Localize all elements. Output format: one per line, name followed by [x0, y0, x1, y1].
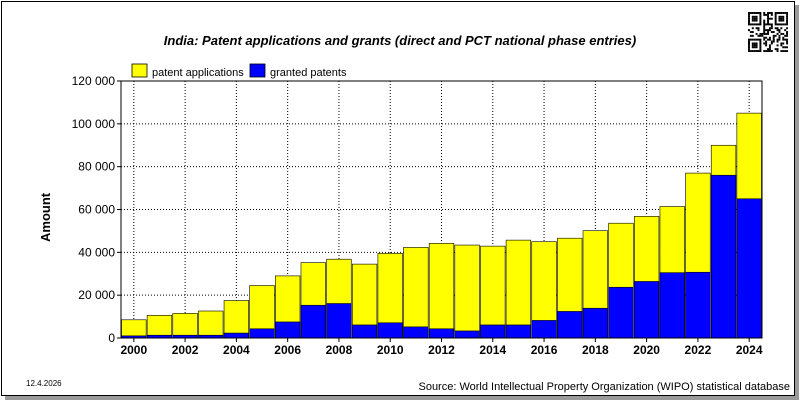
x-tick-label: 2014: [479, 343, 506, 357]
x-tick-label: 2008: [326, 343, 353, 357]
y-tick-label: 120 000: [72, 74, 116, 88]
x-tick-label: 2002: [172, 343, 199, 357]
x-tick-label: 2022: [685, 343, 712, 357]
legend-swatch: [131, 63, 148, 78]
legend-label: patent applications: [152, 67, 244, 79]
date-label: 12.4.2026: [26, 379, 62, 388]
bar-patent-applications: [480, 245, 506, 339]
bar-granted-patents: [659, 272, 685, 339]
bar-granted-patents: [326, 303, 352, 339]
qr-code-icon: [748, 12, 789, 53]
bar-granted-patents: [480, 324, 506, 339]
bar-granted-patents: [531, 320, 557, 339]
y-tick-label: 60 000: [78, 203, 115, 217]
bar-granted-patents: [454, 330, 480, 339]
bar-granted-patents: [582, 307, 608, 339]
legend-swatch: [249, 63, 266, 78]
bar-granted-patents: [428, 328, 455, 339]
y-tick-label: 40 000: [78, 245, 115, 259]
bar-patent-applications: [172, 313, 198, 339]
bar-patent-applications: [223, 300, 249, 339]
bar-patent-applications: [198, 310, 224, 339]
bar-granted-patents: [736, 198, 762, 339]
x-tick-label: 2012: [428, 343, 455, 357]
x-tick-label: 2006: [274, 343, 301, 357]
y-tick-label: 100 000: [72, 117, 116, 131]
bar-patent-applications: [146, 314, 173, 339]
bar-granted-patents: [275, 321, 301, 339]
bar-patent-applications: [121, 319, 147, 339]
bar-patent-applications: [428, 243, 455, 339]
x-tick-label: 2000: [120, 343, 147, 357]
y-tick-label: 0: [108, 331, 115, 345]
bar-granted-patents: [608, 286, 634, 339]
x-tick-label: 2024: [736, 343, 763, 357]
source-label: Source: World Intellectual Property Orga…: [418, 381, 790, 393]
y-tick-label: 20 000: [78, 288, 115, 302]
bar-patent-applications: [505, 239, 532, 339]
bar-patent-applications: [454, 244, 480, 339]
bar-granted-patents: [377, 322, 403, 339]
bar-granted-patents: [300, 304, 326, 339]
y-tick-label: 80 000: [78, 160, 115, 174]
bar-granted-patents: [223, 332, 249, 339]
chart-title: India: Patent applications and grants (d…: [163, 33, 637, 48]
bar-granted-patents: [685, 271, 711, 339]
bar-granted-patents: [505, 324, 532, 339]
bar-granted-patents: [351, 324, 378, 339]
bar-granted-patents: [710, 174, 737, 339]
bar-patent-applications: [403, 247, 429, 339]
x-tick-label: 2020: [633, 343, 660, 357]
bar-granted-patents: [557, 311, 583, 339]
bar-granted-patents: [249, 328, 275, 339]
legend: patent applications granted patents: [131, 63, 347, 79]
axes: 0 20 000 40 000 60 000 80 000 100 000 120 000 2…: [72, 74, 763, 357]
bar-granted-patents: [633, 281, 660, 339]
legend-label: granted patents: [270, 67, 347, 79]
bar-granted-patents: [403, 326, 429, 339]
x-tick-label: 2004: [223, 343, 250, 357]
x-tick-label: 2018: [582, 343, 609, 357]
x-tick-label: 2010: [377, 343, 404, 357]
x-tick-label: 2016: [531, 343, 558, 357]
